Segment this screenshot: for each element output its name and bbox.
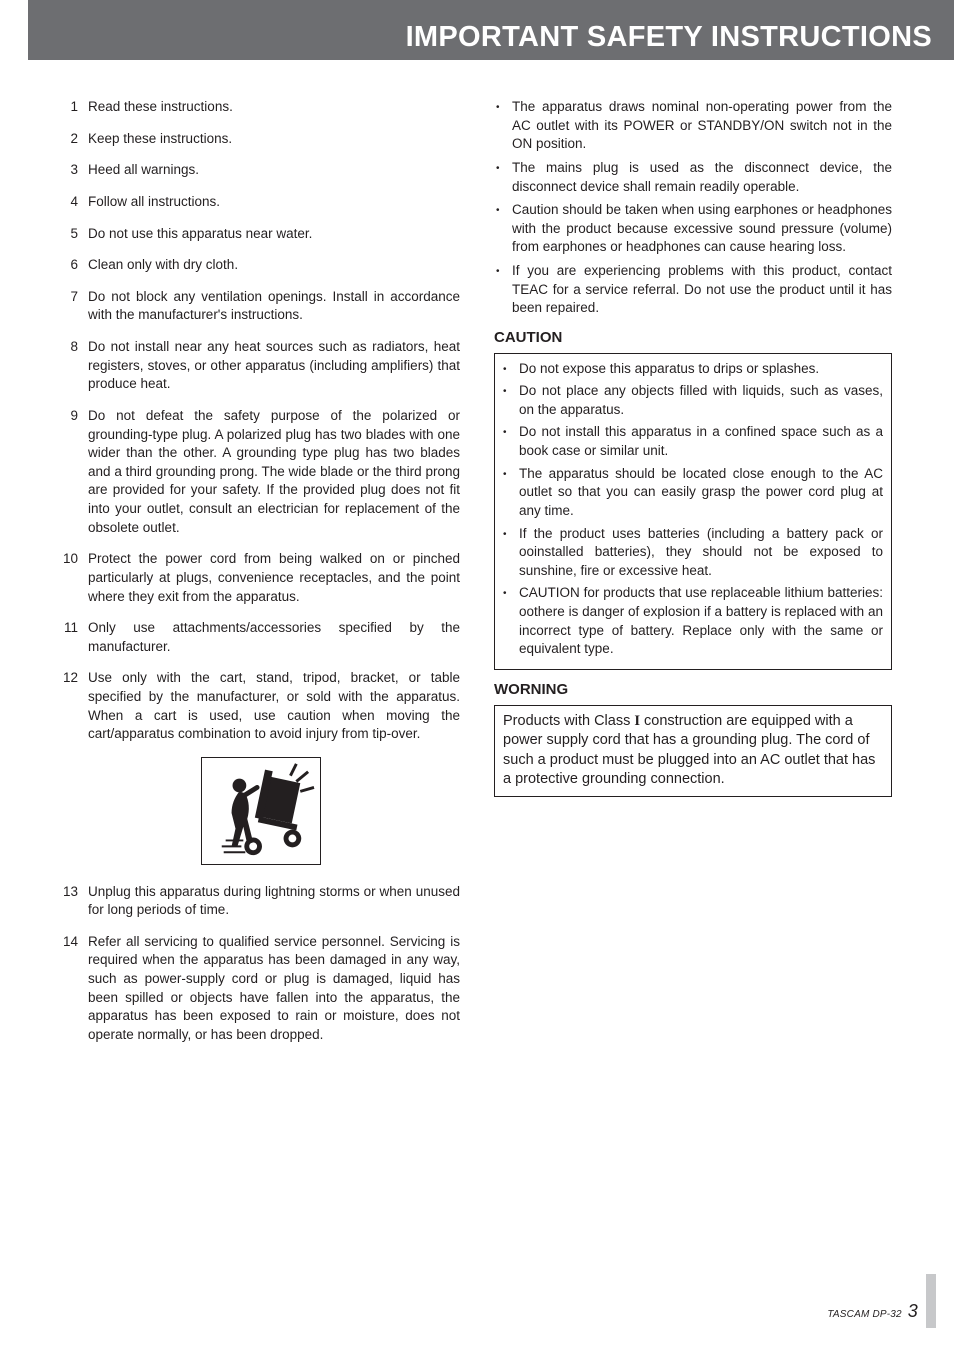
instruction-item: 6Clean only with dry cloth. bbox=[62, 256, 460, 275]
item-number: 1 bbox=[62, 98, 88, 117]
item-number: 4 bbox=[62, 193, 88, 212]
item-text: Refer all servicing to qualified service… bbox=[88, 933, 460, 1045]
bullet-item: Do not install this apparatus in a confi… bbox=[501, 423, 883, 460]
side-tab bbox=[926, 1274, 936, 1328]
caution-list: Do not expose this apparatus to drips or… bbox=[501, 360, 883, 659]
warning-heading: WORNING bbox=[494, 680, 892, 701]
item-text: Clean only with dry cloth. bbox=[88, 256, 460, 275]
item-number: 8 bbox=[62, 338, 88, 394]
footer-model: TASCAM DP-32 bbox=[827, 1309, 901, 1320]
bullet-item: The apparatus draws nominal non-operatin… bbox=[494, 98, 892, 154]
item-number: 14 bbox=[62, 933, 88, 1045]
item-number: 7 bbox=[62, 288, 88, 325]
numbered-list: 1Read these instructions.2Keep these ins… bbox=[62, 98, 460, 744]
item-text: Only use attachments/accessories specifi… bbox=[88, 619, 460, 656]
item-text: Keep these instructions. bbox=[88, 130, 460, 149]
instruction-item: 1Read these instructions. bbox=[62, 98, 460, 117]
bullet-item: Do not place any objects filled with liq… bbox=[501, 382, 883, 419]
page-number: 3 bbox=[908, 1301, 918, 1321]
item-number: 3 bbox=[62, 161, 88, 180]
item-number: 12 bbox=[62, 669, 88, 744]
item-text: Unplug this apparatus during lightning s… bbox=[88, 883, 460, 920]
instruction-item: 2Keep these instructions. bbox=[62, 130, 460, 149]
cart-tipover-figure bbox=[62, 757, 460, 871]
item-number: 13 bbox=[62, 883, 88, 920]
item-number: 2 bbox=[62, 130, 88, 149]
instruction-item: 11Only use attachments/accessories speci… bbox=[62, 619, 460, 656]
bullet-item: The apparatus should be located close en… bbox=[501, 465, 883, 521]
left-column: 1Read these instructions.2Keep these ins… bbox=[62, 98, 460, 1058]
item-text: Read these instructions. bbox=[88, 98, 460, 117]
instruction-item: 9Do not defeat the safety purpose of the… bbox=[62, 407, 460, 537]
item-text: Follow all instructions. bbox=[88, 193, 460, 212]
item-text: Use only with the cart, stand, tripod, b… bbox=[88, 669, 460, 744]
caution-heading: CAUTION bbox=[494, 328, 892, 349]
instruction-item: 12Use only with the cart, stand, tripod,… bbox=[62, 669, 460, 744]
instruction-item: 8Do not install near any heat sources su… bbox=[62, 338, 460, 394]
item-text: Do not block any ventilation openings. I… bbox=[88, 288, 460, 325]
instruction-item: 7Do not block any ventilation openings. … bbox=[62, 288, 460, 325]
instruction-item: 4Follow all instructions. bbox=[62, 193, 460, 212]
bullet-item: If the product uses batteries (including… bbox=[501, 525, 883, 581]
cart-tipover-icon bbox=[201, 757, 321, 865]
caution-box: Do not expose this apparatus to drips or… bbox=[494, 353, 892, 670]
right-column: The apparatus draws nominal non-operatin… bbox=[494, 98, 892, 1058]
warning-text-before: Products with Class bbox=[503, 713, 634, 729]
right-bullets: The apparatus draws nominal non-operatin… bbox=[494, 98, 892, 318]
warning-box: Products with Class I construction are e… bbox=[494, 705, 892, 797]
instruction-item: 13Unplug this apparatus during lightning… bbox=[62, 883, 460, 920]
item-number: 10 bbox=[62, 550, 88, 606]
bullet-item: Do not expose this apparatus to drips or… bbox=[501, 360, 883, 379]
item-text: Do not use this apparatus near water. bbox=[88, 225, 460, 244]
bullet-item: If you are experiencing problems with th… bbox=[494, 262, 892, 318]
instruction-item: 14Refer all servicing to qualified servi… bbox=[62, 933, 460, 1045]
content-area: 1Read these instructions.2Keep these ins… bbox=[0, 60, 954, 1058]
footer: TASCAM DP-32 3 bbox=[827, 1301, 918, 1322]
instruction-item: 5Do not use this apparatus near water. bbox=[62, 225, 460, 244]
item-number: 9 bbox=[62, 407, 88, 537]
instruction-item: 3Heed all warnings. bbox=[62, 161, 460, 180]
item-number: 6 bbox=[62, 256, 88, 275]
item-text: Do not defeat the safety purpose of the … bbox=[88, 407, 460, 537]
bullet-item: The mains plug is used as the disconnect… bbox=[494, 159, 892, 196]
instruction-item: 10Protect the power cord from being walk… bbox=[62, 550, 460, 606]
item-text: Heed all warnings. bbox=[88, 161, 460, 180]
page-title: IMPORTANT SAFETY INSTRUCTIONS bbox=[406, 21, 932, 54]
header-bar: IMPORTANT SAFETY INSTRUCTIONS bbox=[28, 0, 954, 60]
item-text: Protect the power cord from being walked… bbox=[88, 550, 460, 606]
numbered-list-cont: 13Unplug this apparatus during lightning… bbox=[62, 883, 460, 1045]
item-number: 11 bbox=[62, 619, 88, 656]
bullet-item: CAUTION for products that use replaceabl… bbox=[501, 584, 883, 659]
item-text: Do not install near any heat sources suc… bbox=[88, 338, 460, 394]
item-number: 5 bbox=[62, 225, 88, 244]
bullet-item: Caution should be taken when using earph… bbox=[494, 201, 892, 257]
